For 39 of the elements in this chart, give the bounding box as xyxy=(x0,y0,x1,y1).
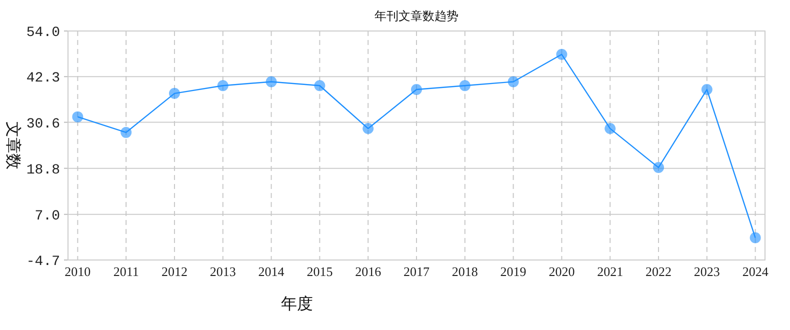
point xyxy=(750,232,761,244)
point xyxy=(411,84,422,96)
point xyxy=(266,76,277,88)
y-tick-label: 7.0 xyxy=(34,208,60,224)
x-tick-label: 2014 xyxy=(258,264,285,279)
x-tick-label: 2015 xyxy=(306,264,333,279)
point xyxy=(362,123,374,134)
x-axis-title: 年度 xyxy=(281,295,313,313)
point xyxy=(556,48,568,60)
point xyxy=(314,80,326,92)
chart-title: 年刊文章数趋势 xyxy=(374,9,458,23)
x-tick-label: 2022 xyxy=(646,264,672,279)
y-tick-label: 30.6 xyxy=(26,116,60,132)
x-tick-label: 2016 xyxy=(355,264,382,279)
y-axis-title: 文章数 xyxy=(4,122,22,170)
x-tick-label: 2010 xyxy=(64,264,91,279)
point xyxy=(701,84,712,96)
point xyxy=(168,88,180,99)
point xyxy=(72,111,84,122)
x-tick-label: 2017 xyxy=(404,264,430,279)
x-tick-label: 2011 xyxy=(113,264,139,279)
x-tick-label: 2019 xyxy=(500,264,526,279)
point xyxy=(459,80,470,92)
x-tick-label: 2021 xyxy=(597,264,624,279)
point xyxy=(653,162,664,174)
y-tick-label: 42.3 xyxy=(26,70,60,87)
point xyxy=(120,126,132,138)
point xyxy=(604,123,616,134)
x-tick-label: 2018 xyxy=(452,264,478,279)
point xyxy=(508,76,519,88)
y-tick-label: 54.0 xyxy=(26,25,60,41)
x-tick-label: 2024 xyxy=(742,264,769,279)
x-tick-label: 2012 xyxy=(161,264,188,279)
x-tick-label: 2023 xyxy=(694,264,720,279)
x-tick-label: 2020 xyxy=(548,264,575,279)
point xyxy=(217,80,228,92)
y-tick-label: -4.7 xyxy=(26,254,60,270)
x-tick-label: 2013 xyxy=(210,264,236,279)
y-tick-label: 18.8 xyxy=(26,162,60,178)
